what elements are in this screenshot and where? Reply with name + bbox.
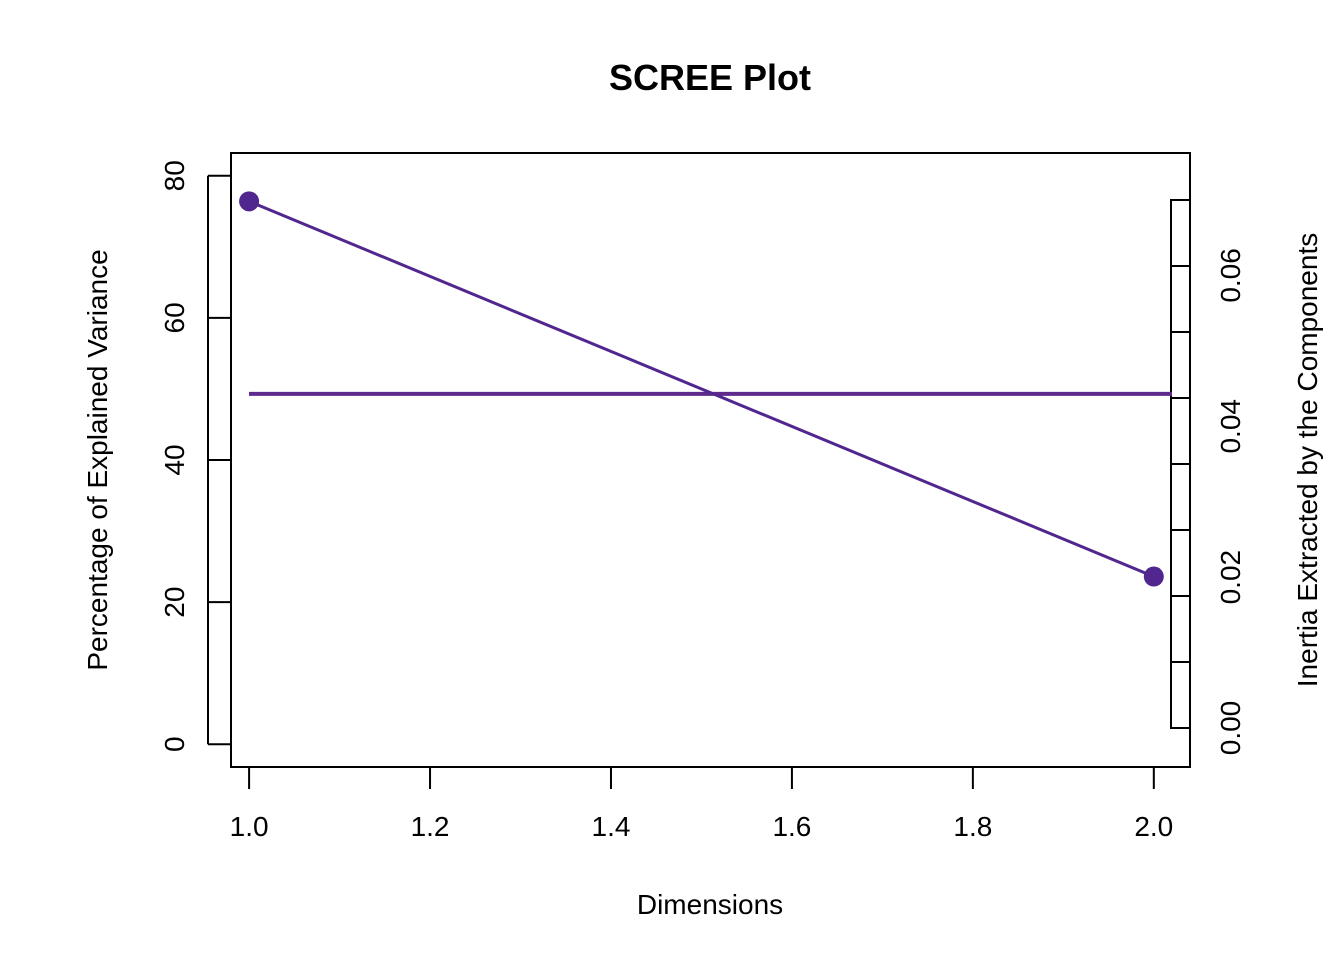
right-tick-label: 0.06 xyxy=(1215,248,1246,303)
y-tick-label: 60 xyxy=(159,302,190,333)
scree-point xyxy=(239,191,260,212)
scree-point xyxy=(1143,566,1164,587)
y-axis-label: Percentage of Explained Variance xyxy=(82,249,113,670)
scree-line xyxy=(248,199,1155,578)
x-axis-label: Dimensions xyxy=(637,889,783,920)
right-tick-label: 0.00 xyxy=(1215,701,1246,756)
x-tick-label: 1.4 xyxy=(592,811,631,842)
x-tick-label: 1.2 xyxy=(411,811,450,842)
chart-title: SCREE Plot xyxy=(609,57,811,98)
x-tick-label: 1.8 xyxy=(953,811,992,842)
x-tick-label: 1.0 xyxy=(230,811,269,842)
right-tick-label: 0.02 xyxy=(1215,550,1246,605)
y-tick-label: 80 xyxy=(159,160,190,191)
left-y-axis: 0 20 40 60 80 xyxy=(159,160,231,752)
plot-frame xyxy=(230,152,1191,768)
y-tick-label: 20 xyxy=(159,587,190,618)
plot-area xyxy=(239,191,1172,587)
right-tick-label: 0.04 xyxy=(1215,399,1246,454)
y-tick-label: 0 xyxy=(159,736,190,752)
x-axis: 1.0 1.2 1.4 1.6 1.8 2.0 xyxy=(230,767,1173,842)
x-tick-label: 2.0 xyxy=(1134,811,1173,842)
y-tick-label: 40 xyxy=(159,444,190,475)
right-y-axis: 0.00 0.02 0.04 0.06 xyxy=(1170,199,1246,756)
x-tick-label: 1.6 xyxy=(772,811,811,842)
right-y-axis-label: Inertia Extracted by the Components xyxy=(1292,233,1323,687)
